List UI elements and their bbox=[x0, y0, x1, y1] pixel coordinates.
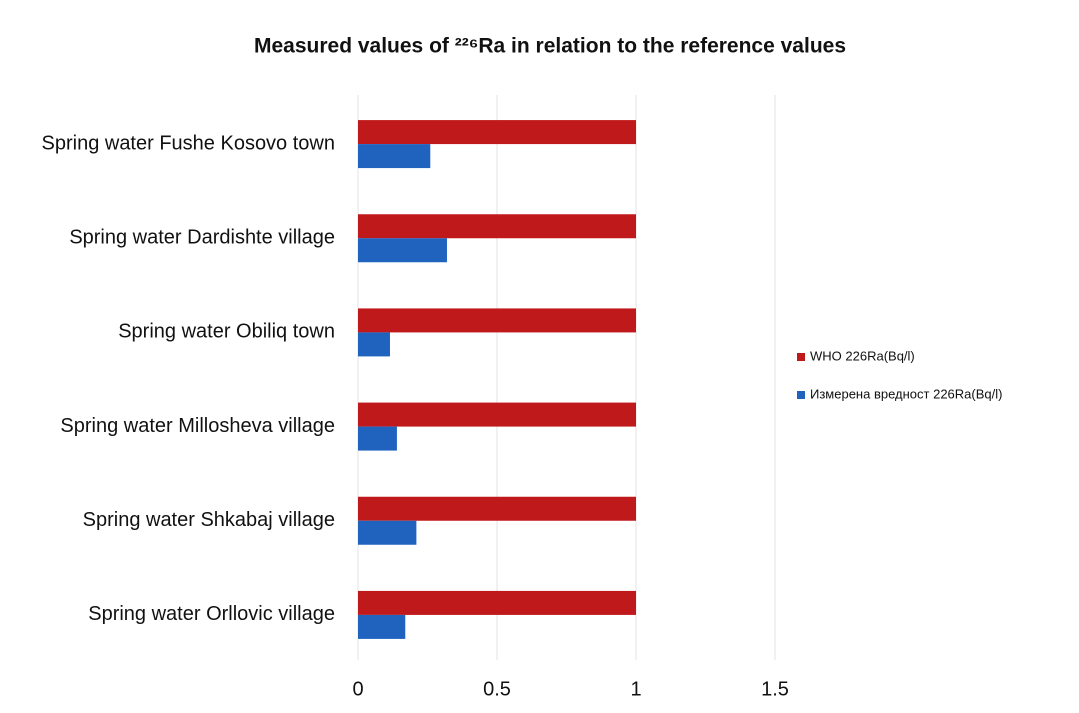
x-tick-label: 0.5 bbox=[483, 678, 511, 700]
bar bbox=[358, 308, 636, 333]
y-tick-label: Spring water Orllovic village bbox=[88, 603, 335, 625]
y-tick-label: Spring water Shkabaj village bbox=[83, 509, 335, 531]
chart-title: Measured values of ²²⁶Ra in relation to … bbox=[254, 35, 846, 58]
bar bbox=[358, 120, 636, 145]
y-tick-label: Spring water Obiliq town bbox=[118, 321, 335, 343]
x-tick-label: 1.5 bbox=[761, 678, 789, 700]
bar bbox=[358, 426, 397, 451]
x-tick-label: 0 bbox=[352, 678, 363, 700]
y-tick-label: Spring water Dardishte village bbox=[69, 227, 335, 249]
bar bbox=[358, 214, 636, 239]
x-tick-label: 1 bbox=[630, 678, 641, 700]
bar bbox=[358, 520, 417, 545]
legend-swatch bbox=[797, 353, 805, 361]
legend-swatch bbox=[797, 391, 805, 399]
bar bbox=[358, 496, 636, 521]
y-tick-label: Spring water Fushe Kosovo town bbox=[42, 132, 336, 154]
legend-label: Измерена вредност 226Ra(Bq/l) bbox=[810, 386, 1002, 401]
bar bbox=[358, 590, 636, 615]
legend-label: WHO 226Ra(Bq/l) bbox=[810, 348, 915, 363]
bar bbox=[358, 402, 636, 427]
y-tick-label: Spring water Millosheva village bbox=[60, 415, 335, 437]
bar bbox=[358, 144, 431, 169]
bar bbox=[358, 332, 390, 357]
bar bbox=[358, 614, 406, 639]
bar bbox=[358, 238, 447, 263]
